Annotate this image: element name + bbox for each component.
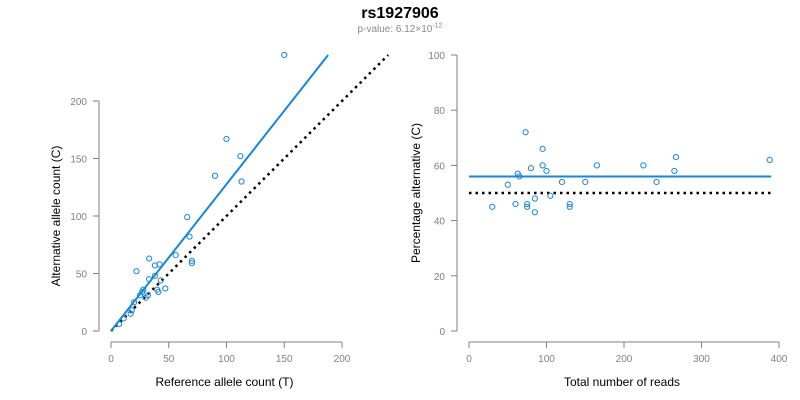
data-point [172,252,179,259]
x-tick-label: 100 [218,354,235,365]
data-point [671,167,678,175]
data-point [531,209,538,216]
x-tick-label: 200 [616,354,633,365]
data-point [120,315,127,322]
data-point [146,276,153,283]
data-point [211,172,219,179]
data-point [524,203,531,210]
x-axis-title: Reference allele count (T) [155,375,293,389]
data-point [516,173,523,180]
reference-line [110,54,390,332]
data-point [527,165,535,172]
data-point [539,162,546,169]
data-point [522,129,529,136]
x-axis-title: Total number of reads [564,375,680,389]
chart-subtitle: p-value: 6.12×10-12 [0,22,800,35]
data-point [142,294,149,301]
pvalue-exponent: -12 [432,22,443,30]
y-tick-label: 100 [428,51,445,62]
y-tick-label: 100 [70,212,87,223]
data-point [157,277,164,284]
data-point [281,51,288,59]
fit-line [110,54,329,332]
x-tick-label: 0 [466,354,472,365]
y-tick-label: 200 [70,97,87,108]
x-tick-label: 400 [771,354,788,365]
pvalue-text: p-value: 6.12×10 [357,24,433,35]
data-point [186,233,193,240]
x-tick-label: 300 [693,354,710,365]
chart-title: rs1927906 [361,5,439,22]
data-point [151,272,158,279]
data-point [672,154,680,161]
data-point [156,261,163,268]
data-point [136,292,143,299]
data-point [766,156,773,163]
x-tick-label: 100 [538,354,555,365]
data-point [188,257,195,264]
data-point [582,178,589,186]
y-tick-label: 40 [434,217,446,228]
data-point [504,181,511,188]
data-point [539,145,546,152]
plot-left: 0 50 100 150 200 0 50 100 150 200 Reference allele… [49,51,390,389]
y-tick-label: 0 [81,327,87,338]
data-point [640,162,647,169]
data-point [653,178,660,186]
data-point [188,260,195,267]
y-tick-label: 20 [434,272,446,283]
x-tick-label: 150 [276,354,293,365]
data-point [512,200,519,208]
data-point [127,310,134,317]
data-point [131,299,138,306]
data-point [593,162,600,169]
data-point [558,178,566,186]
data-point [566,200,573,208]
y-axis-title: Alternative allele count (C) [49,146,63,287]
data-point [237,153,244,160]
data-point [155,288,162,295]
data-point [566,203,573,210]
data-point [146,255,153,262]
data-point [547,192,554,199]
data-point [238,178,245,185]
x-tick-label: 200 [334,354,351,365]
x-tick-label: 0 [108,354,114,365]
data-point [162,285,169,292]
y-tick-label: 0 [439,327,445,338]
data-point [489,203,496,210]
data-point [223,135,230,143]
data-point [115,321,123,328]
y-axis-title: Percentage alternative (C) [409,123,423,263]
y-tick-label: 150 [70,155,87,166]
data-point [133,268,140,275]
data-point [531,195,538,202]
y-tick-label: 50 [76,270,88,281]
data-point [524,200,531,208]
data-point [128,307,135,314]
plot-right: 0 100 200 300 400 0 20 40 60 80 100 Total number of… [409,51,788,389]
data-point [184,214,191,221]
data-point [543,167,550,175]
y-tick-label: 60 [434,161,446,172]
y-tick-label: 80 [434,106,446,117]
x-tick-label: 50 [163,354,175,365]
